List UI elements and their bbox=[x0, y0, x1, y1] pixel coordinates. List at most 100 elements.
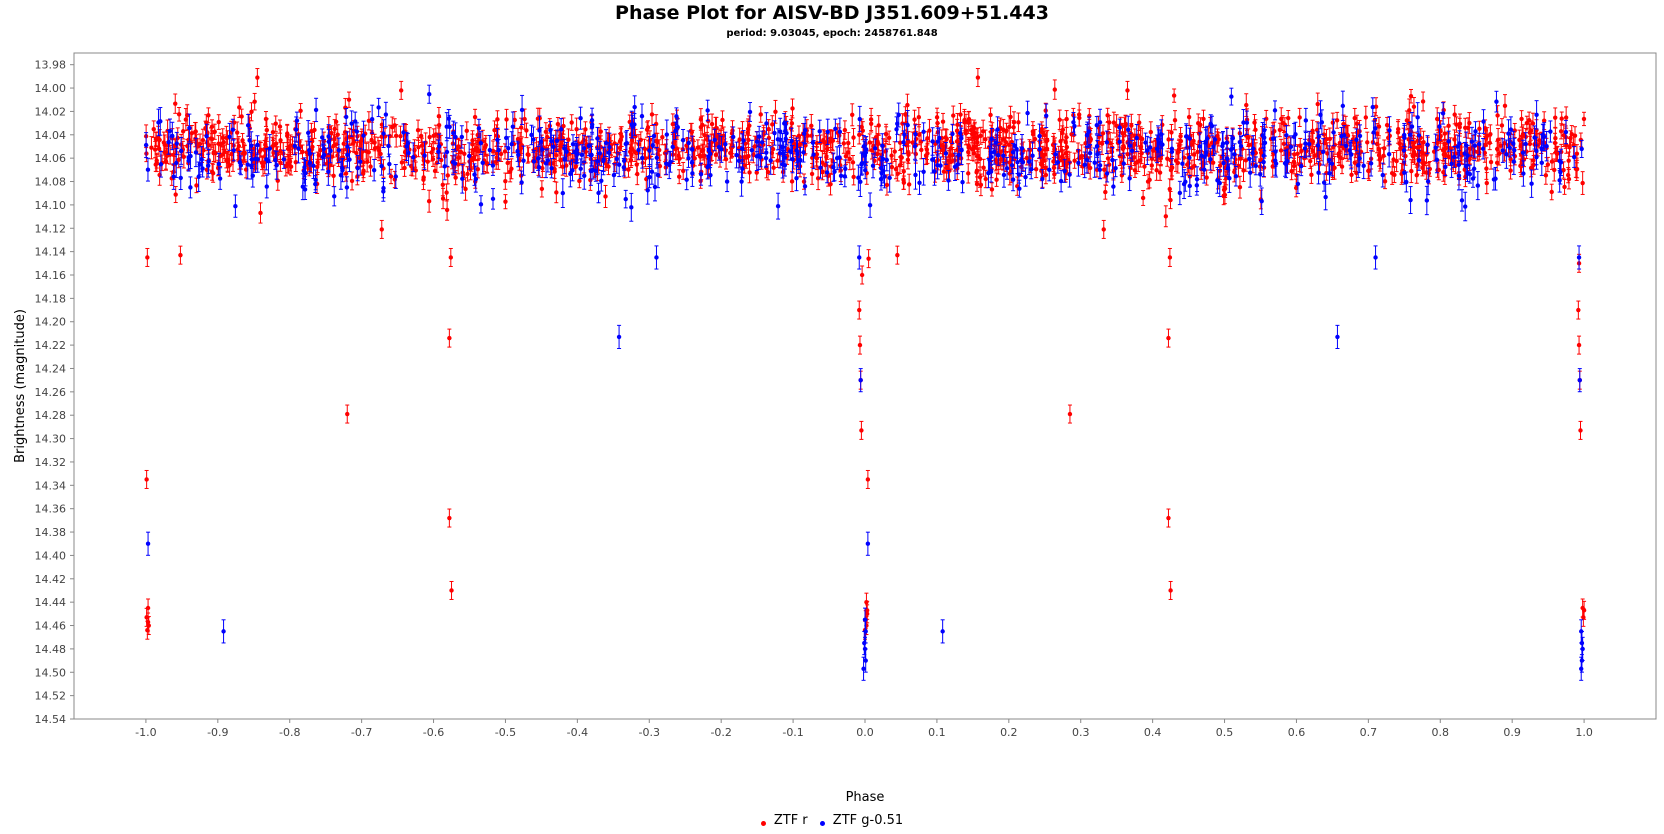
data-point bbox=[418, 133, 424, 139]
y-tick-label: 14.30 bbox=[35, 433, 67, 446]
data-point bbox=[270, 129, 276, 135]
data-point bbox=[889, 153, 894, 158]
x-tick-label: 0.4 bbox=[1144, 726, 1162, 739]
y-tick-label: 14.18 bbox=[35, 292, 67, 305]
data-point bbox=[462, 151, 467, 156]
data-point bbox=[1526, 117, 1532, 123]
data-point bbox=[1398, 146, 1403, 151]
data-point bbox=[978, 182, 984, 188]
data-point-group bbox=[1366, 162, 1371, 180]
data-point bbox=[1011, 125, 1016, 130]
y-tick-label: 14.16 bbox=[35, 269, 67, 282]
data-point bbox=[1541, 118, 1547, 123]
data-point-group bbox=[1552, 158, 1557, 182]
data-point bbox=[1549, 189, 1554, 195]
data-point bbox=[1148, 129, 1154, 135]
data-point-group bbox=[1100, 124, 1106, 143]
data-point bbox=[235, 130, 240, 135]
data-point bbox=[444, 207, 450, 213]
data-point-group bbox=[1389, 161, 1395, 185]
y-tick-label: 14.04 bbox=[35, 129, 67, 142]
data-point bbox=[940, 119, 946, 124]
data-point-group bbox=[941, 161, 947, 182]
data-point bbox=[809, 171, 815, 177]
data-point bbox=[702, 153, 707, 158]
data-point bbox=[842, 127, 848, 133]
data-point bbox=[1195, 149, 1200, 155]
y-tick-label: 14.32 bbox=[35, 456, 67, 469]
data-point bbox=[154, 158, 159, 163]
data-point bbox=[1293, 185, 1299, 191]
data-point-group bbox=[1033, 160, 1039, 179]
data-point bbox=[1376, 124, 1382, 129]
y-tick-label: 14.22 bbox=[35, 339, 67, 352]
data-point-group bbox=[988, 107, 993, 123]
data-point bbox=[988, 112, 993, 118]
data-point bbox=[346, 97, 352, 102]
data-point bbox=[1163, 214, 1169, 219]
data-point bbox=[815, 176, 821, 181]
data-point-group bbox=[1270, 155, 1275, 178]
data-point bbox=[173, 101, 178, 106]
data-point bbox=[851, 135, 856, 140]
data-point bbox=[1559, 116, 1564, 121]
data-point-group bbox=[1559, 111, 1564, 126]
data-point bbox=[1545, 162, 1551, 167]
data-point bbox=[983, 176, 988, 182]
data-point bbox=[1105, 156, 1111, 161]
y-tick-label: 14.24 bbox=[35, 362, 67, 375]
data-point bbox=[598, 129, 603, 134]
y-tick-label: 14.20 bbox=[35, 316, 67, 329]
x-tick-label: -0.2 bbox=[710, 726, 731, 739]
data-point bbox=[1167, 186, 1172, 192]
y-tick-label: 14.38 bbox=[35, 526, 67, 539]
y-tick-label: 14.42 bbox=[35, 573, 67, 586]
x-tick-label: -0.8 bbox=[279, 726, 300, 739]
data-point bbox=[1562, 184, 1567, 190]
data-point bbox=[364, 159, 370, 165]
data-point bbox=[1484, 166, 1489, 171]
x-tick-label: 0.0 bbox=[856, 726, 874, 739]
data-point bbox=[566, 137, 571, 142]
x-tick-label: -0.4 bbox=[567, 726, 588, 739]
data-point bbox=[430, 146, 436, 152]
data-point-group bbox=[657, 154, 663, 178]
data-point bbox=[1051, 165, 1057, 170]
data-point bbox=[1142, 164, 1147, 169]
data-point bbox=[464, 128, 469, 134]
data-point bbox=[1253, 150, 1258, 156]
data-point bbox=[912, 117, 917, 122]
data-point bbox=[312, 127, 317, 133]
data-point bbox=[1581, 116, 1587, 122]
data-point bbox=[153, 162, 158, 167]
data-point bbox=[1365, 140, 1370, 145]
data-point bbox=[149, 145, 154, 150]
data-point bbox=[1477, 126, 1482, 131]
data-point bbox=[677, 174, 682, 179]
data-point-group bbox=[1363, 105, 1369, 130]
data-point-group bbox=[173, 93, 178, 114]
data-point-group bbox=[815, 166, 821, 191]
data-point bbox=[981, 165, 986, 170]
data-point bbox=[680, 168, 686, 174]
data-point bbox=[1508, 157, 1513, 162]
data-point bbox=[176, 157, 181, 163]
data-point-group bbox=[1549, 183, 1554, 201]
y-tick-label: 14.46 bbox=[35, 620, 67, 633]
y-tick-label: 14.08 bbox=[35, 176, 67, 189]
data-point-group bbox=[1545, 156, 1551, 173]
data-point bbox=[560, 164, 565, 169]
data-point bbox=[277, 124, 283, 129]
data-point bbox=[569, 120, 574, 125]
y-tick-label: 14.28 bbox=[35, 409, 67, 422]
data-point bbox=[388, 174, 394, 179]
data-point-group bbox=[1072, 152, 1077, 169]
data-point bbox=[1561, 167, 1566, 173]
data-point bbox=[745, 130, 750, 135]
data-point bbox=[157, 137, 162, 143]
data-point bbox=[901, 180, 907, 185]
data-point bbox=[503, 199, 508, 204]
data-point-group bbox=[157, 129, 162, 151]
data-point bbox=[1488, 131, 1493, 137]
